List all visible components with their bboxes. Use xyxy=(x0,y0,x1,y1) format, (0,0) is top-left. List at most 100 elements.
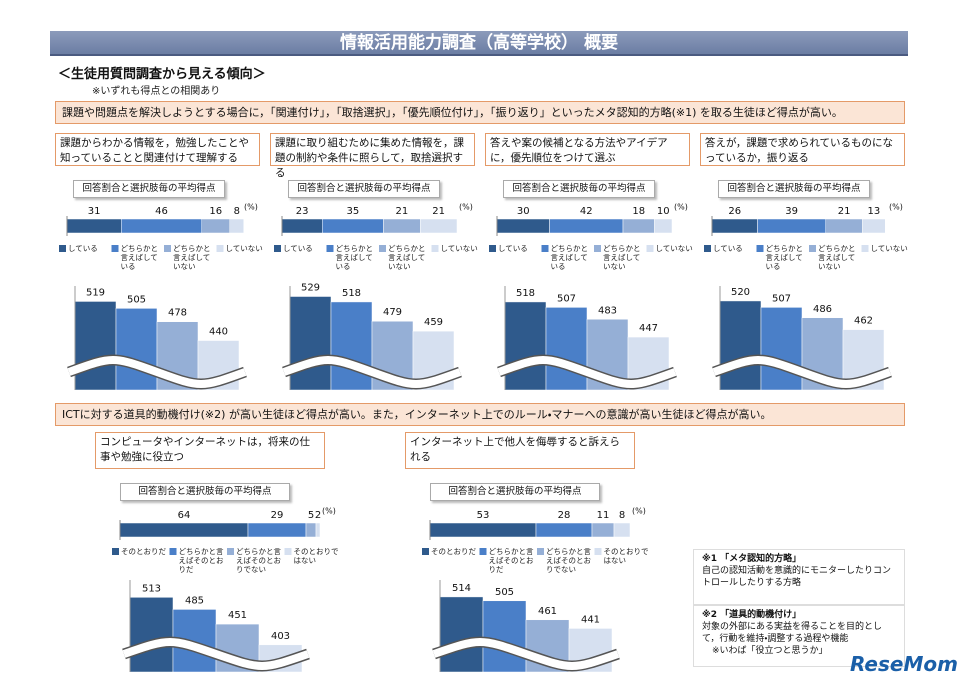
legend-label: どちらかと言えばしていない xyxy=(818,244,856,271)
bar-segment xyxy=(862,218,886,234)
value-label: 23 xyxy=(296,206,309,217)
score-bar xyxy=(289,296,332,391)
score-label: 505 xyxy=(127,294,146,305)
question-box: コンピュータやインターネットは，将来の仕事や勉強に役立つ xyxy=(95,432,325,469)
bar-segment xyxy=(496,218,550,234)
bar-segment xyxy=(757,218,826,234)
bar-segment xyxy=(711,218,758,234)
value-label: 29 xyxy=(271,510,284,521)
legend-label: している xyxy=(283,244,313,253)
bar-segment xyxy=(315,522,321,538)
score-label: 505 xyxy=(495,587,514,598)
unit-label: (%) xyxy=(244,203,258,212)
legend-label: どちらかと言えばしていない xyxy=(173,244,211,271)
section-heading: 課題や問題点を解決しようとする場合に，「関連付け」，「取捨選択」，「優先順位付け… xyxy=(55,101,905,124)
score-label: 513 xyxy=(142,583,161,594)
score-label: 507 xyxy=(557,293,576,304)
legend-swatch xyxy=(169,548,177,555)
legend-label: どちらかと言えばそのとおりだ xyxy=(488,547,534,574)
question-box: 答えが，課題で求められているものになっているか，振り返る xyxy=(700,133,905,166)
value-label: 46 xyxy=(155,206,168,217)
footnote-text: 自己の認知活動を意識的にモニターしたりコントロールしたりする方略 xyxy=(702,566,892,588)
score-label: 461 xyxy=(538,606,557,617)
value-label: 2 xyxy=(315,510,321,521)
legend-swatch xyxy=(216,245,224,252)
section-heading: ICTに対する道具的動機付け(※2) が高い生徒ほど得点が高い。また，インターネ… xyxy=(55,403,905,426)
legend-label: どちらかと言えばしている xyxy=(120,244,159,271)
legend-swatch xyxy=(112,548,119,555)
value-label: 5 xyxy=(308,510,314,521)
bar-segment xyxy=(654,218,673,234)
score-bar xyxy=(439,596,484,673)
unit-label: (%) xyxy=(632,507,646,516)
legend-swatch xyxy=(489,245,496,252)
value-label: 64 xyxy=(178,510,191,521)
value-label: 8 xyxy=(619,510,625,521)
bar-segment xyxy=(281,218,323,234)
footnote-title: ※2 「道具的動機付け」 xyxy=(702,610,802,620)
value-label: 39 xyxy=(785,206,798,217)
bar-segment xyxy=(613,522,631,538)
score-bar xyxy=(504,301,547,391)
slide-title: 情報活用能力調査（高等学校） 概要 xyxy=(50,31,908,56)
legend-label: どちらかと言えばそのとおりでない xyxy=(236,547,281,574)
chart-title: 回答割合と選択肢毎の平均得点 xyxy=(718,180,870,198)
score-label: 529 xyxy=(301,282,320,293)
axis-break xyxy=(712,356,892,388)
score-label: 479 xyxy=(383,307,402,318)
bar-segment xyxy=(383,218,421,234)
footnote-extra: ※いわば「役立つと思うか」 xyxy=(712,646,828,656)
value-label: 10 xyxy=(657,206,670,217)
legend-swatch xyxy=(594,548,602,555)
unit-label: (%) xyxy=(459,203,473,212)
note: ※いずれも得点との相関あり xyxy=(92,86,221,97)
axis-break xyxy=(67,356,247,388)
value-label: 21 xyxy=(838,206,851,217)
score-label: 507 xyxy=(772,293,791,304)
chart-title: 回答割合と選択肢毎の平均得点 xyxy=(120,483,290,501)
legend-swatch xyxy=(541,245,549,252)
value-label: 35 xyxy=(347,206,360,217)
legend-label: どちらかと言えばそのとおりでない xyxy=(546,547,591,574)
legend-label: していない xyxy=(440,244,478,253)
score-label: 441 xyxy=(581,614,600,625)
bar-segment xyxy=(119,522,249,538)
value-label: 11 xyxy=(597,510,610,521)
value-label: 26 xyxy=(728,206,741,217)
score-label: 440 xyxy=(209,327,228,338)
legend-swatch xyxy=(164,245,171,252)
legend-label: そのとおりではない xyxy=(293,547,339,565)
score-bar xyxy=(760,307,803,391)
legend-swatch xyxy=(422,548,429,555)
value-label: 31 xyxy=(88,206,101,217)
legend-swatch xyxy=(704,245,711,252)
value-label: 28 xyxy=(558,510,571,521)
legend-label: していない xyxy=(655,244,693,253)
bar-segment xyxy=(429,522,537,538)
legend-label: どちらかと言えばしている xyxy=(335,244,374,271)
score-label: 514 xyxy=(452,583,471,594)
score-label: 518 xyxy=(342,288,361,299)
value-label: 42 xyxy=(580,206,593,217)
score-label: 519 xyxy=(86,287,105,298)
legend-swatch xyxy=(431,245,439,252)
legend-swatch xyxy=(756,245,764,252)
value-label: 21 xyxy=(396,206,409,217)
value-label: 18 xyxy=(632,206,645,217)
chart-title: 回答割合と選択肢毎の平均得点 xyxy=(73,180,225,198)
legend-label: どちらかと言えばしている xyxy=(550,244,589,271)
legend-label: していない xyxy=(225,244,263,253)
legend-swatch xyxy=(111,245,119,252)
bar-segment xyxy=(622,218,655,234)
score-label: 483 xyxy=(598,305,617,316)
axis-break xyxy=(497,356,677,388)
legend-swatch xyxy=(809,245,816,252)
bar-segment xyxy=(535,522,593,538)
legend-swatch xyxy=(594,245,601,252)
legend-label: どちらかと言えばそのとおりだ xyxy=(178,547,224,574)
footnote: ※2 「道具的動機付け」 対象の外部にある実益を得ることを目的として，行動を維持… xyxy=(693,605,905,667)
legend-swatch xyxy=(537,548,544,555)
axis-break xyxy=(432,638,620,670)
legend-swatch xyxy=(646,245,654,252)
bar-segment xyxy=(549,218,624,234)
